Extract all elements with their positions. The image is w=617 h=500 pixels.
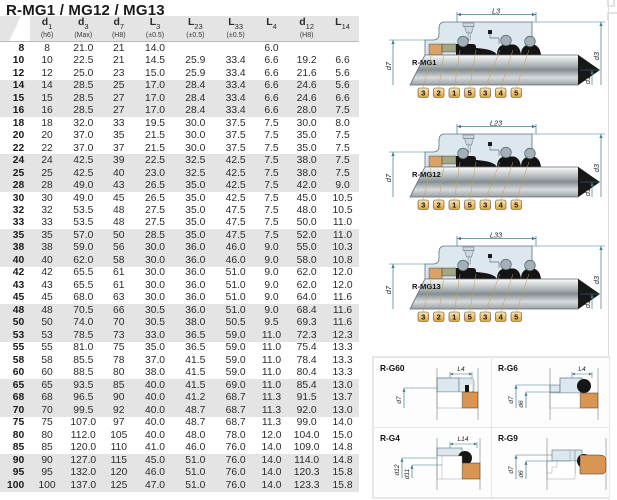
svg-text:L4: L4 xyxy=(578,366,586,373)
svg-text:L4: L4 xyxy=(457,366,465,373)
svg-text:d1: d1 xyxy=(583,188,592,196)
svg-text:d7: d7 xyxy=(508,466,515,474)
svg-text:d11: d11 xyxy=(404,468,411,479)
svg-text:d7: d7 xyxy=(508,396,515,404)
svg-text:3: 3 xyxy=(483,200,487,209)
svg-text:2: 2 xyxy=(437,200,441,209)
svg-text:d7: d7 xyxy=(396,396,403,404)
svg-text:L14: L14 xyxy=(457,436,468,443)
svg-text:d7: d7 xyxy=(384,285,393,294)
svg-text:3: 3 xyxy=(483,88,487,97)
svg-text:d3: d3 xyxy=(592,164,601,172)
svg-text:d7: d7 xyxy=(384,61,393,70)
svg-text:d1: d1 xyxy=(583,76,592,84)
svg-text:d3: d3 xyxy=(592,52,601,60)
svg-text:3: 3 xyxy=(421,312,425,321)
svg-text:R-G60: R-G60 xyxy=(380,363,405,373)
svg-text:d7: d7 xyxy=(384,173,393,182)
svg-text:R-MG1: R-MG1 xyxy=(412,58,437,67)
svg-text:L23: L23 xyxy=(490,120,502,128)
svg-text:2: 2 xyxy=(437,312,441,321)
svg-text:3: 3 xyxy=(421,200,425,209)
svg-text:3: 3 xyxy=(483,312,487,321)
svg-text:R-MG12: R-MG12 xyxy=(412,170,441,179)
svg-text:R-G4: R-G4 xyxy=(380,433,400,443)
svg-text:R-G6: R-G6 xyxy=(498,363,518,373)
svg-text:d1: d1 xyxy=(583,300,592,308)
svg-text:L3: L3 xyxy=(492,8,500,16)
svg-text:R-MG13: R-MG13 xyxy=(412,282,441,291)
svg-text:d6: d6 xyxy=(518,400,525,408)
svg-text:R-G9: R-G9 xyxy=(498,433,518,443)
svg-text:d3: d3 xyxy=(592,276,601,284)
svg-text:d12: d12 xyxy=(394,464,401,475)
svg-text:d6: d6 xyxy=(518,470,525,478)
svg-text:L33: L33 xyxy=(490,232,502,240)
svg-text:3: 3 xyxy=(421,88,425,97)
svg-text:2: 2 xyxy=(437,88,441,97)
